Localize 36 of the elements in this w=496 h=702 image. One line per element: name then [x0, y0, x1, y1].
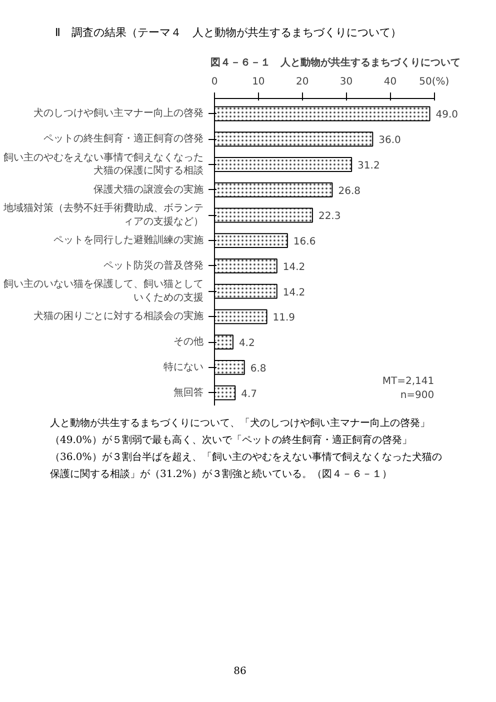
x-tick-label: 30: [340, 76, 353, 88]
y-tick-label: 地域猫対策（去勢不妊手術費助成、ボランティアの支援など）: [2, 202, 204, 228]
y-tick-label: 特にない: [164, 360, 204, 373]
x-tick-label: 0: [211, 76, 218, 88]
annotation: MT=2,141: [382, 376, 434, 387]
y-tick-label: その他: [174, 336, 204, 348]
text: 86: [234, 665, 246, 679]
data-label: 22.3: [318, 211, 341, 222]
x-tick-label: 40: [384, 76, 397, 88]
data-label: 14.2: [282, 287, 306, 298]
x-tick-label: 10: [252, 76, 265, 88]
y-tick-label: ペットの終生飼育・適正飼育の啓発: [44, 132, 204, 145]
data-label: 16.6: [293, 236, 316, 248]
text: Ⅱ 調査の結果（テーマ４ 人と動物が共生するまちづくりについて）: [55, 25, 402, 41]
y-tick-label: 無回答: [174, 386, 204, 398]
y-tick-label: ペット防災の普及啓発: [104, 259, 204, 272]
y-tick-label: 犬のしつけや飼い主マナー向上の啓発: [34, 107, 204, 120]
data-label: 31.2: [358, 160, 380, 172]
x-tick-label: 50(%): [419, 76, 450, 88]
y-tick-label: 保護犬猫の譲渡会の実施: [94, 183, 204, 196]
data-label: 6.8: [250, 363, 266, 374]
chart-title: 図４－６－１ 人と動物が共生するまちづくりについて: [210, 56, 460, 68]
text: 人と動物が共生するまちづくりについて、「犬のしつけや飼い主マナー向上の啓発」（49.0%）が５割弱で最も高く、次いで「ペットの終生飼育・適正飼育の啓発」（36.0%）が３割台半ばを超え、「飼い主のやむをえない事情で飼えなくなった犬猫の保護に関する相談」が（31.2%）が３割強と続いている。（図４－６－１）: [50, 416, 443, 482]
y-tick-label: 飼い主のやむをえない事情で飼えなくなった犬猫の保護に関する相談: [4, 151, 204, 177]
x-tick-label: 20: [296, 76, 309, 88]
data-label: 11.9: [272, 312, 296, 324]
data-label: 36.0: [378, 135, 401, 146]
data-label: 49.0: [436, 110, 458, 121]
annotation: n=900: [400, 390, 434, 401]
y-tick-label: 犬猫の困りごとに対する相談会の実施: [34, 310, 204, 322]
data-label: 26.8: [338, 186, 360, 197]
data-label: 14.2: [282, 262, 306, 273]
data-label: 4.2: [238, 338, 255, 350]
y-tick-label: 飼い主のいない猫を保護して、飼い猫としていくための支援: [4, 278, 204, 304]
data-label: 4.7: [241, 388, 258, 400]
y-tick-label: ペットを同行した避難訓練の実施: [54, 234, 204, 246]
